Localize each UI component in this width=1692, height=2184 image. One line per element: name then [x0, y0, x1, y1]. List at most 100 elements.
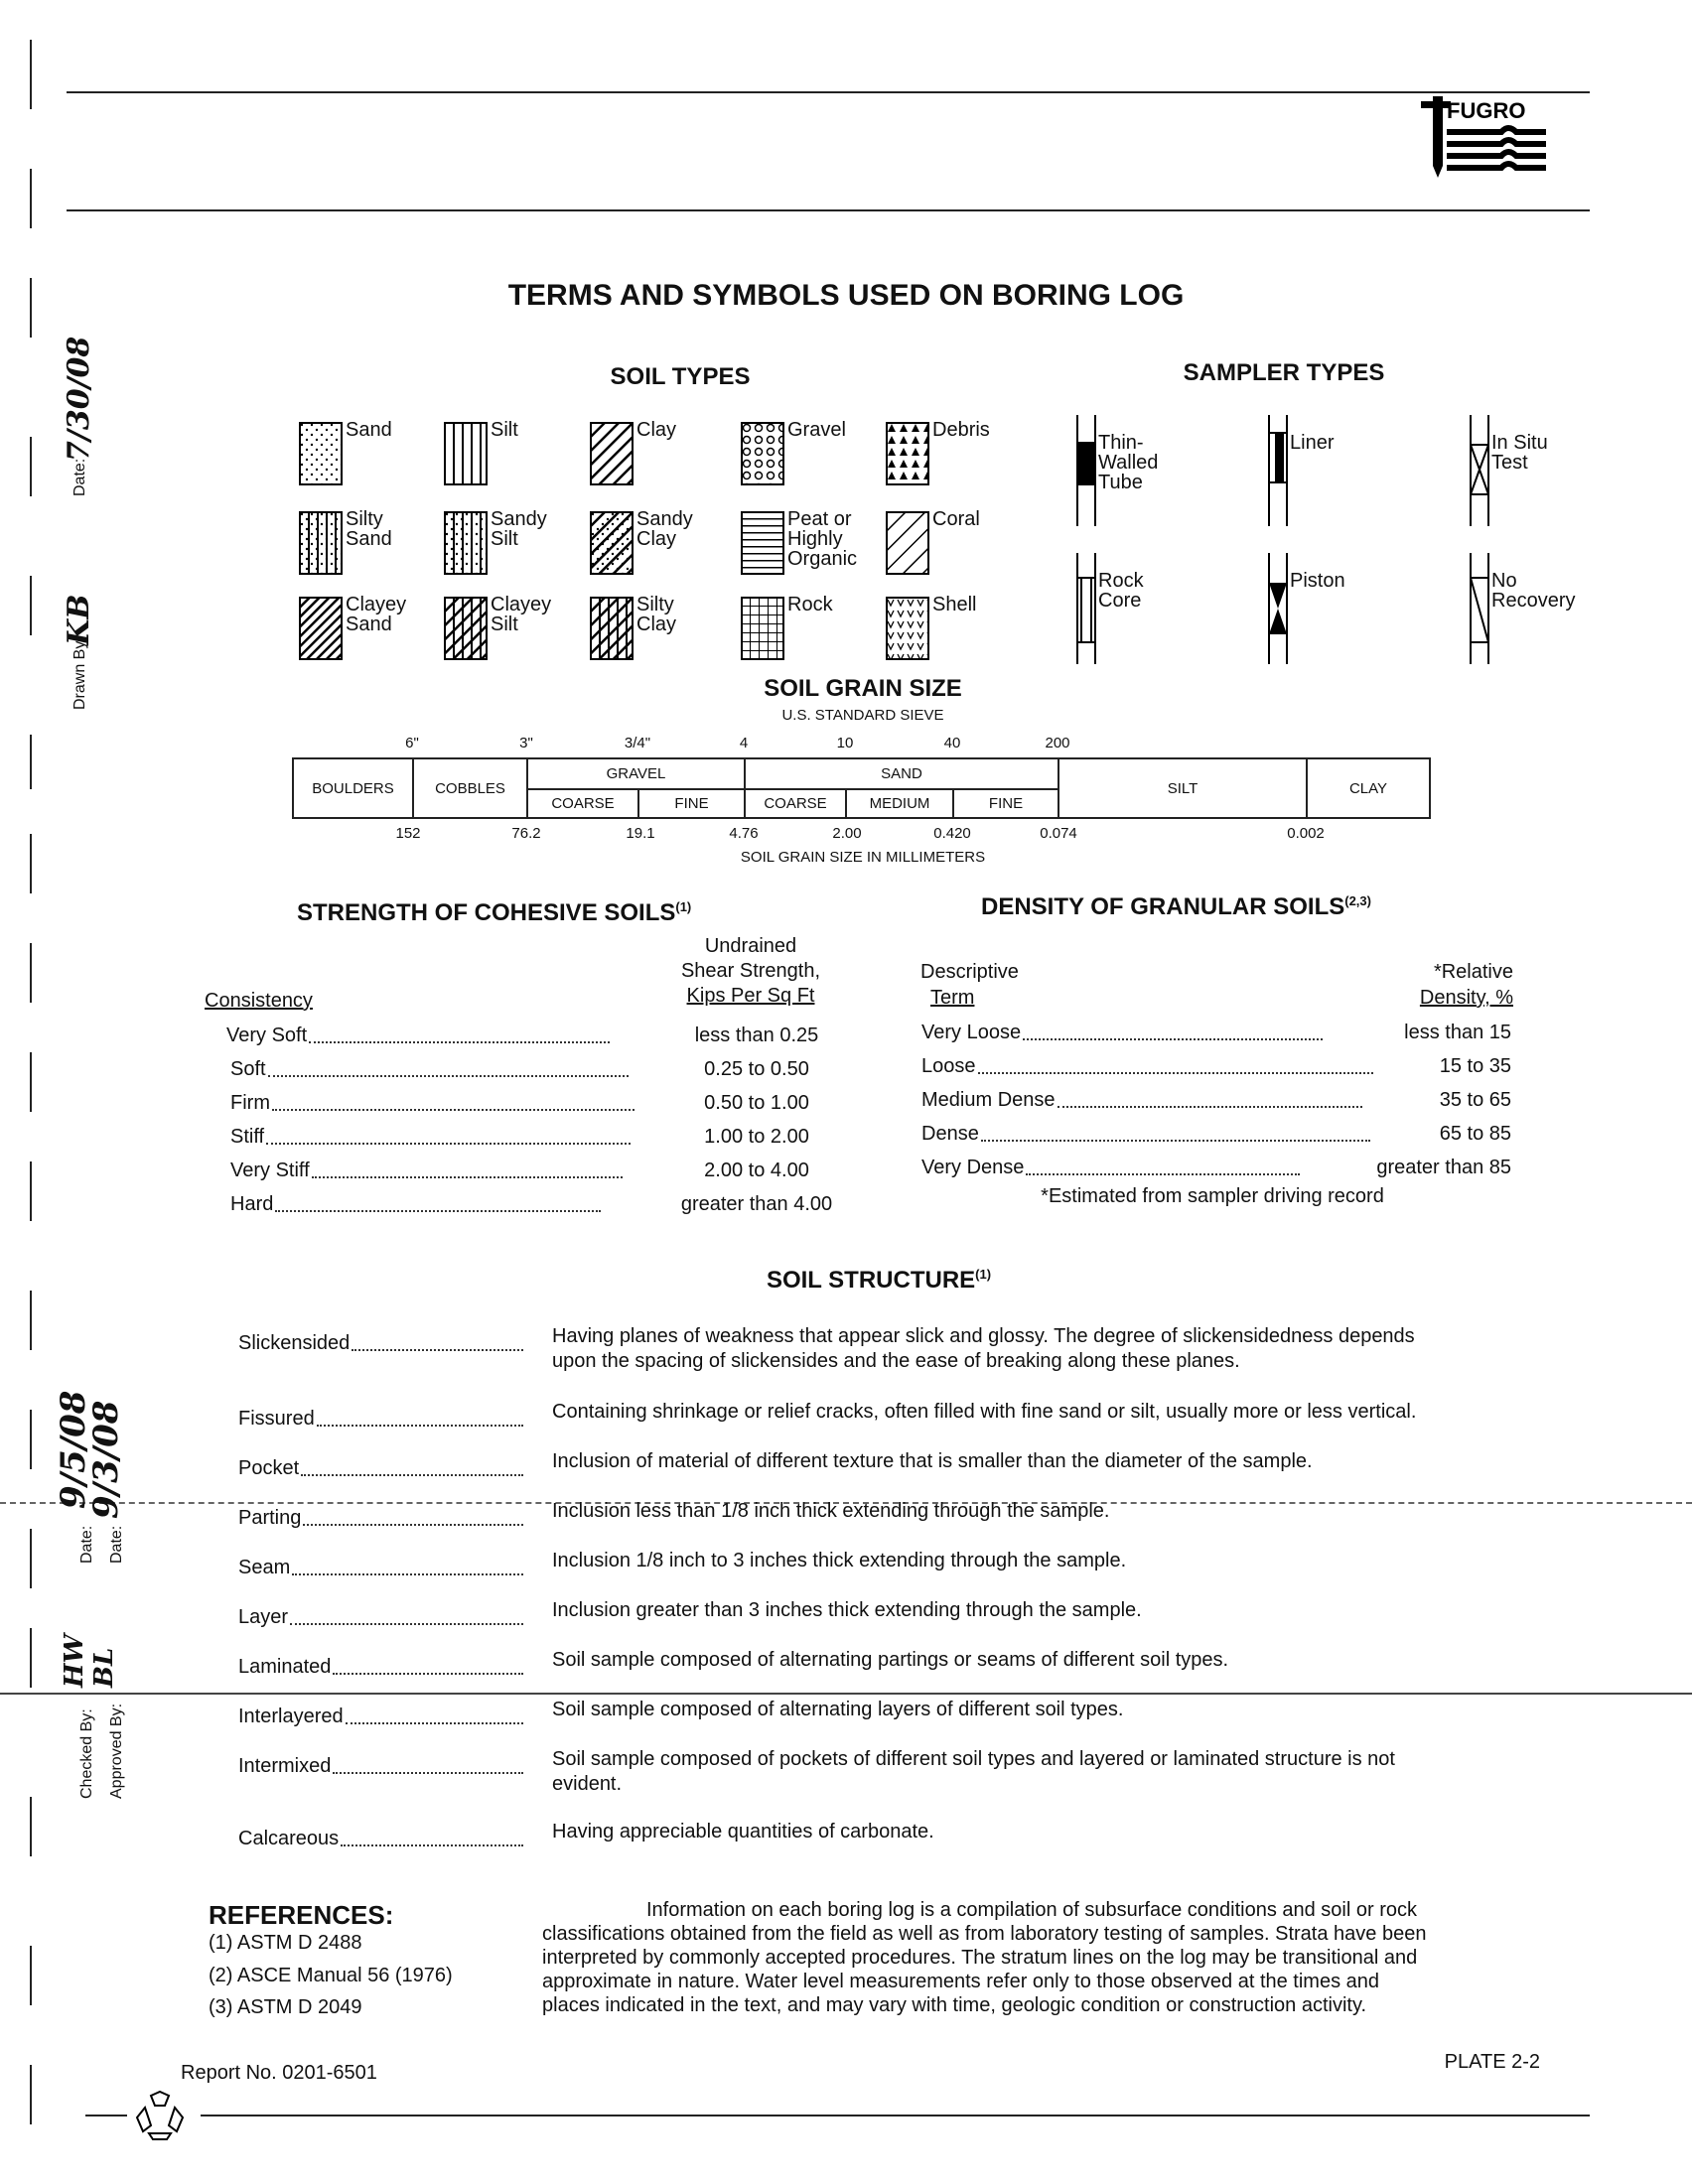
cohesive-heading: STRENGTH OF COHESIVE SOILS(1) [297, 899, 691, 927]
structure-term: Calcareous [238, 1828, 340, 1849]
rock-symbol-icon [741, 597, 784, 660]
shear-strength-value: 0.25 to 0.50 [704, 1058, 809, 1080]
margin-tick [30, 1410, 32, 1469]
density-header-line: Density, % [1420, 985, 1513, 1011]
approved-date-label: Date: [108, 1525, 125, 1564]
description-line: Containing shrinkage or relief cracks, o… [552, 1401, 1417, 1423]
density-term: Very Loose [921, 1022, 1022, 1043]
checked-date-label: Date: [78, 1525, 95, 1564]
density-header-line: *Relative [1433, 961, 1513, 983]
structure-term: Pocket [238, 1457, 300, 1479]
clayey-silt-symbol-icon [444, 597, 488, 660]
margin-tick [30, 1291, 32, 1350]
margin-tick [30, 1529, 32, 1588]
recycle-icon [135, 2090, 185, 2140]
structure-term: Seam [238, 1557, 291, 1578]
structure-description: Inclusion greater than 3 inches thick ex… [552, 1598, 1142, 1623]
description-line: Inclusion of material of different textu… [552, 1450, 1313, 1472]
sand-medium-cell: MEDIUM [845, 788, 954, 819]
sampler-stroke [1077, 442, 1095, 485]
mm-label: 0.074 [1040, 825, 1077, 842]
structure-heading: SOIL STRUCTURE(1) [767, 1267, 991, 1295]
cohesive-row: Soft [230, 1058, 629, 1081]
margin-tick [30, 1797, 32, 1856]
sampler-type-label: No Recovery [1491, 570, 1576, 612]
sampler-type-label: In Situ Test [1491, 432, 1548, 474]
fugro-logo: FUGRO [1421, 96, 1546, 178]
pattern-fill [591, 598, 633, 659]
consistency-header: Consistency [205, 990, 313, 1013]
description-line: Soil sample composed of alternating laye… [552, 1699, 1124, 1720]
sieve-label: 3" [519, 735, 533, 751]
soil-type-label: Silty Sand [346, 508, 392, 550]
sample-fill [1275, 433, 1284, 482]
dot-leader [1057, 1106, 1362, 1108]
disclaimer-line: interpreted by commonly accepted procedu… [542, 1947, 1418, 1969]
sampler-stroke [1470, 415, 1489, 526]
dot-leader [266, 1143, 632, 1145]
svg-text:FUGRO: FUGRO [1447, 98, 1525, 123]
silty-sand-symbol-icon [299, 511, 343, 575]
approved-by-label: Approved By: [108, 1703, 125, 1799]
relative-density-header: *Relative Density, % [1420, 959, 1513, 1011]
granular-row: Medium Dense [921, 1089, 1362, 1112]
symbol-border [444, 511, 488, 575]
description-line: Inclusion greater than 3 inches thick ex… [552, 1599, 1142, 1621]
sieve-label: 4 [739, 735, 749, 751]
margin-tick [30, 943, 32, 1003]
margin-tick [30, 169, 32, 228]
pattern-fill [887, 423, 928, 484]
cohesive-heading-text: STRENGTH OF COHESIVE SOILS [297, 899, 676, 926]
silty-clay-symbol-icon [590, 597, 634, 660]
structure-description: Soil sample composed of alternating part… [552, 1648, 1228, 1673]
dot-leader [1026, 1173, 1301, 1175]
symbol-border [444, 422, 488, 485]
margin-tick [30, 1946, 32, 2005]
description-line: Inclusion less than 1/8 inch thick exten… [552, 1500, 1110, 1522]
disclaimer-line: approximate in nature. Water level measu… [542, 1971, 1380, 1992]
dot-leader [352, 1349, 523, 1351]
sampler-types-heading: SAMPLER TYPES [1183, 359, 1385, 386]
sand-coarse-cell: COARSE [744, 788, 847, 819]
soil-type-label: Gravel [787, 419, 846, 441]
gravel-coarse-cell: COARSE [526, 788, 639, 819]
sampler-type-label: Liner [1290, 432, 1335, 454]
core-sampler-icon [1076, 553, 1096, 664]
dot-leader [267, 1075, 629, 1077]
sampler-stroke [1077, 577, 1095, 643]
soil-type-label: Coral [932, 508, 980, 530]
margin-tick [30, 735, 32, 789]
consistency-term: Stiff [230, 1126, 265, 1148]
relative-density-value: less than 15 [1404, 1022, 1511, 1043]
structure-description: Inclusion of material of different textu… [552, 1449, 1313, 1474]
symbol-border [299, 597, 343, 660]
drawn-date-handwritten: 7/30/08 [62, 336, 96, 462]
header-rule [67, 209, 1590, 211]
sampler-stroke [1076, 553, 1096, 664]
structure-term: Slickensided [238, 1332, 351, 1354]
sieve-label: 3/4" [624, 735, 651, 751]
density-term: Dense [921, 1123, 979, 1145]
symbol-border [590, 511, 634, 575]
structure-row: Fissured [238, 1408, 523, 1431]
pattern-fill [300, 512, 342, 574]
symbol-border [886, 422, 929, 485]
pattern-fill [591, 423, 633, 484]
grain-size-caption: SOIL GRAIN SIZE IN MILLIMETERS [740, 849, 986, 866]
disclaimer-line: places indicated in the text, and may va… [542, 1994, 1367, 2016]
granular-row: Very Loose [921, 1022, 1324, 1044]
soil-type-label: Sandy Clay [636, 508, 693, 550]
soil-type-label: Clayey Sand [346, 594, 407, 635]
bottom-rule [201, 2115, 1590, 2116]
shear-strength-header: Undrained Shear Strength, Kips Per Sq Ft [681, 934, 820, 1009]
structure-description: Inclusion 1/8 inch to 3 inches thick ext… [552, 1549, 1126, 1573]
approved-date-handwritten: 9/3/08 [86, 1400, 126, 1519]
insitu-sampler-icon [1470, 415, 1489, 526]
pattern-fill [445, 423, 487, 484]
sand-symbol-icon [299, 422, 343, 485]
symbol-border [444, 597, 488, 660]
description-line: Soil sample composed of pockets of diffe… [552, 1748, 1395, 1770]
structure-description: Having planes of weakness that appear sl… [552, 1324, 1415, 1374]
soil-type-label: Clayey Silt [491, 594, 552, 635]
sampler-stroke [1470, 577, 1489, 643]
